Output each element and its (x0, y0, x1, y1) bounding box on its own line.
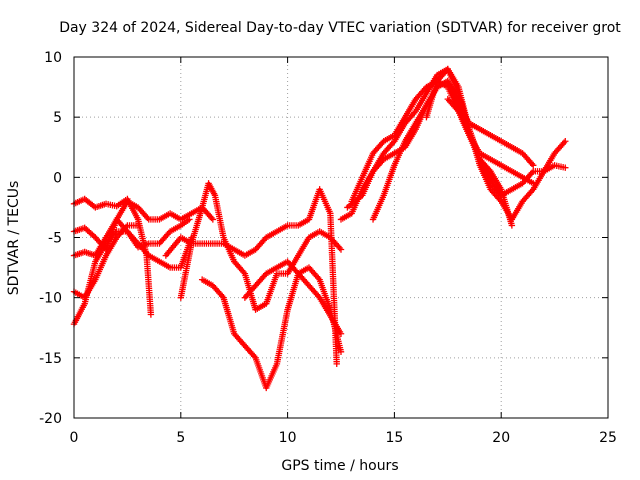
data-point (147, 311, 155, 318)
x-tick-label: 15 (385, 430, 403, 446)
data-points (70, 65, 569, 392)
y-tick-label: 5 (53, 110, 62, 126)
y-tick-label: -20 (39, 411, 62, 427)
x-tick-label: 10 (279, 430, 297, 446)
y-tick-label: -10 (39, 291, 62, 307)
x-tick-label: 0 (70, 430, 79, 446)
series-15 (444, 95, 516, 229)
series-12 (348, 77, 537, 205)
y-tick-label: 10 (44, 50, 62, 66)
grid-lines (74, 57, 608, 418)
y-axis-label: SDTVAR / TECUs (6, 181, 22, 296)
y-tick-label: -15 (39, 351, 62, 367)
data-point (333, 360, 340, 368)
y-tick-label: -5 (48, 231, 62, 247)
data-point (530, 162, 537, 169)
series-14 (423, 65, 569, 223)
data-point (337, 246, 345, 253)
x-tick-label: 20 (492, 430, 510, 446)
data-point (209, 216, 217, 223)
series-9 (241, 258, 345, 337)
axis-ticks: 0 5 10 15 20 25 -20 -15 -10 -5 0 5 10 (39, 50, 617, 446)
data-point (337, 330, 345, 337)
data-point (186, 216, 193, 223)
data-point (562, 164, 569, 171)
chart-title: Day 324 of 2024, Sidereal Day-to-day VTE… (59, 20, 621, 36)
data-point (134, 222, 142, 229)
data-point (562, 138, 569, 145)
series-5 (70, 222, 142, 301)
y-tick-label: 0 (53, 170, 62, 186)
data-point (337, 348, 345, 356)
x-tick-label: 5 (176, 430, 185, 446)
x-tick-label: 25 (599, 430, 617, 446)
data-point (508, 222, 516, 229)
x-axis-label: GPS time / hours (281, 458, 398, 474)
series-13 (369, 77, 537, 223)
